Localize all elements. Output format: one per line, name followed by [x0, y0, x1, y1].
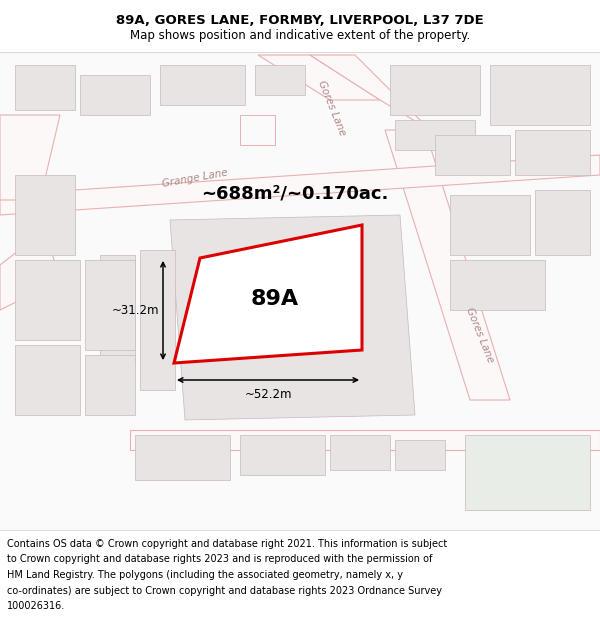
- Polygon shape: [310, 55, 430, 130]
- Polygon shape: [100, 255, 135, 365]
- Polygon shape: [395, 120, 475, 150]
- Polygon shape: [140, 250, 175, 390]
- Text: Gores Lane: Gores Lane: [316, 79, 347, 137]
- Polygon shape: [395, 440, 445, 470]
- Polygon shape: [174, 225, 362, 363]
- Polygon shape: [85, 355, 135, 415]
- Polygon shape: [258, 55, 380, 100]
- Polygon shape: [80, 75, 150, 115]
- Text: co-ordinates) are subject to Crown copyright and database rights 2023 Ordnance S: co-ordinates) are subject to Crown copyr…: [7, 586, 442, 596]
- Text: 89A: 89A: [250, 289, 299, 309]
- Polygon shape: [535, 190, 590, 255]
- Polygon shape: [130, 430, 600, 450]
- Polygon shape: [15, 260, 80, 340]
- Text: 89A, GORES LANE, FORMBY, LIVERPOOL, L37 7DE: 89A, GORES LANE, FORMBY, LIVERPOOL, L37 …: [116, 14, 484, 27]
- Polygon shape: [330, 435, 390, 470]
- Polygon shape: [385, 130, 510, 400]
- Text: to Crown copyright and database rights 2023 and is reproduced with the permissio: to Crown copyright and database rights 2…: [7, 554, 433, 564]
- Bar: [0, 0, 600, 52]
- Polygon shape: [0, 115, 60, 200]
- Polygon shape: [170, 215, 415, 420]
- Text: ~688m²/~0.170ac.: ~688m²/~0.170ac.: [202, 184, 389, 202]
- Polygon shape: [390, 65, 480, 115]
- Polygon shape: [435, 135, 510, 175]
- Bar: [465, 435, 590, 510]
- Polygon shape: [240, 435, 325, 475]
- Polygon shape: [135, 435, 230, 480]
- Text: Contains OS data © Crown copyright and database right 2021. This information is : Contains OS data © Crown copyright and d…: [7, 539, 447, 549]
- Polygon shape: [15, 175, 75, 255]
- Polygon shape: [490, 65, 590, 125]
- Polygon shape: [160, 65, 245, 105]
- Polygon shape: [255, 65, 305, 95]
- Bar: [0, 52, 600, 530]
- Polygon shape: [450, 195, 530, 255]
- Text: Map shows position and indicative extent of the property.: Map shows position and indicative extent…: [130, 29, 470, 42]
- Polygon shape: [15, 65, 75, 110]
- Text: ~31.2m: ~31.2m: [112, 304, 159, 316]
- Polygon shape: [0, 230, 60, 310]
- Polygon shape: [450, 260, 545, 310]
- Polygon shape: [15, 345, 80, 415]
- Text: Gores Lane: Gores Lane: [464, 306, 496, 364]
- Polygon shape: [515, 130, 590, 175]
- Bar: [0, 530, 600, 625]
- Text: ~52.2m: ~52.2m: [244, 388, 292, 401]
- Text: Grange Lane: Grange Lane: [161, 168, 229, 189]
- Polygon shape: [85, 260, 135, 350]
- Text: HM Land Registry. The polygons (including the associated geometry, namely x, y: HM Land Registry. The polygons (includin…: [7, 570, 403, 580]
- Polygon shape: [0, 155, 600, 215]
- Text: 100026316.: 100026316.: [7, 601, 65, 611]
